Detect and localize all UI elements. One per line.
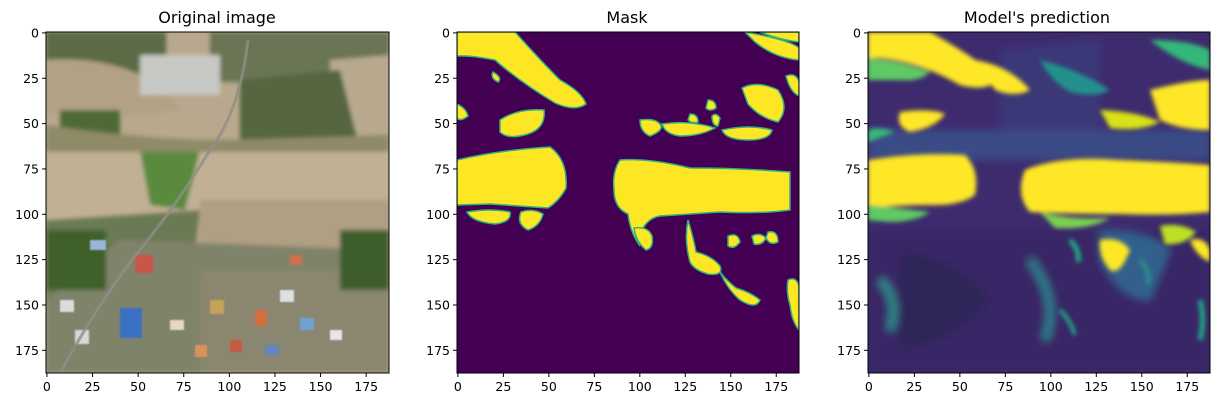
x-tick-label: 125 <box>673 379 697 394</box>
y-tick-label: 150 <box>837 297 861 312</box>
y-tick-label: 125 <box>15 252 39 267</box>
y-tick-label: 175 <box>15 343 39 358</box>
prediction-heatmap <box>868 32 1210 373</box>
y-tick-label: 0 <box>442 25 450 40</box>
x-tick-label: 0 <box>865 379 873 394</box>
y-axis: 0 25 50 75 100 125 150 175 <box>426 25 457 358</box>
x-tick-label: 175 <box>354 379 378 394</box>
x-axis: 0 25 50 75 100 125 150 175 <box>43 373 378 394</box>
y-tick-label: 0 <box>853 25 861 40</box>
x-tick-label: 25 <box>85 379 101 394</box>
y-tick-label: 0 <box>31 25 39 40</box>
x-tick-label: 150 <box>309 379 333 394</box>
x-tick-label: 75 <box>176 379 192 394</box>
x-tick-label: 125 <box>1084 379 1108 394</box>
x-tick-label: 50 <box>541 379 557 394</box>
x-tick-label: 50 <box>130 379 146 394</box>
y-axis: 0 25 50 75 100 125 150 175 <box>15 25 46 358</box>
y-tick-label: 125 <box>837 252 861 267</box>
x-tick-label: 75 <box>997 379 1013 394</box>
x-tick-label: 50 <box>952 379 968 394</box>
panel-title: Model's prediction <box>964 8 1110 27</box>
y-tick-label: 100 <box>426 207 450 222</box>
y-tick-label: 150 <box>15 297 39 312</box>
x-tick-label: 100 <box>1039 379 1063 394</box>
y-tick-label: 175 <box>426 343 450 358</box>
x-tick-label: 150 <box>1130 379 1154 394</box>
x-tick-label: 175 <box>764 379 788 394</box>
y-axis: 0 25 50 75 100 125 150 175 <box>837 25 868 358</box>
y-tick-label: 75 <box>23 161 39 176</box>
y-tick-label: 100 <box>837 207 861 222</box>
x-tick-label: 75 <box>586 379 602 394</box>
axes-frame <box>456 31 800 374</box>
x-tick-label: 125 <box>263 379 287 394</box>
panel-title: Mask <box>606 8 648 27</box>
x-tick-label: 25 <box>906 379 922 394</box>
subplot-mask: Mask <box>426 8 800 394</box>
x-tick-label: 150 <box>719 379 743 394</box>
photo-image <box>46 32 389 373</box>
x-tick-label: 100 <box>217 379 241 394</box>
subplot-original-image: Original image <box>15 8 390 394</box>
x-tick-label: 175 <box>1175 379 1199 394</box>
x-tick-label: 100 <box>628 379 652 394</box>
y-tick-label: 25 <box>23 71 39 86</box>
panel-title: Original image <box>158 8 276 27</box>
y-tick-label: 25 <box>845 71 861 86</box>
y-tick-label: 50 <box>845 116 861 131</box>
y-tick-label: 25 <box>434 71 450 86</box>
x-tick-label: 0 <box>454 379 462 394</box>
y-tick-label: 175 <box>837 343 861 358</box>
y-tick-label: 75 <box>845 161 861 176</box>
axes-frame <box>45 31 390 374</box>
x-tick-label: 25 <box>495 379 511 394</box>
mask-heatmap <box>457 32 799 373</box>
y-tick-label: 125 <box>426 252 450 267</box>
x-tick-label: 0 <box>43 379 51 394</box>
x-axis: 0 25 50 75 100 125 150 175 <box>865 373 1199 394</box>
x-axis: 0 25 50 75 100 125 150 175 <box>454 373 788 394</box>
axes-frame <box>867 31 1211 374</box>
y-tick-label: 50 <box>434 116 450 131</box>
subplot-model-prediction: Model's prediction <box>837 8 1211 394</box>
y-tick-label: 150 <box>426 297 450 312</box>
y-tick-label: 50 <box>23 116 39 131</box>
y-tick-label: 75 <box>434 161 450 176</box>
y-tick-label: 100 <box>15 207 39 222</box>
